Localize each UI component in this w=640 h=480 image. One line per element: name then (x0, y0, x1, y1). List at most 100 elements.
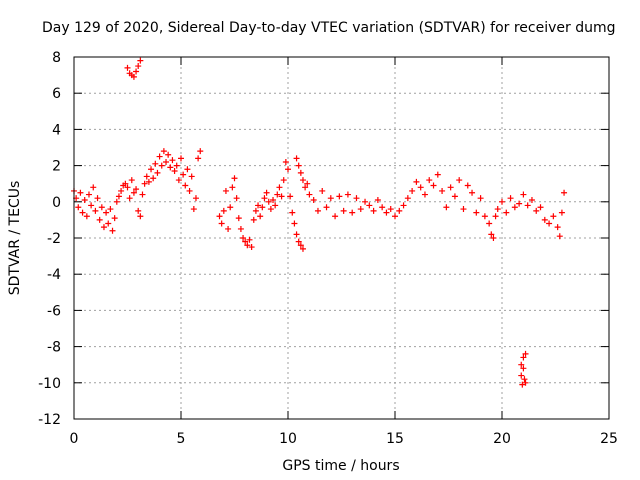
data-point (396, 207, 403, 214)
data-point (299, 177, 306, 184)
data-point (278, 193, 285, 200)
data-point (182, 182, 189, 189)
data-point (306, 191, 313, 198)
data-point (150, 175, 157, 182)
data-point (297, 169, 304, 176)
data-point (336, 193, 343, 200)
data-point (460, 206, 467, 213)
data-point (499, 198, 505, 205)
data-point (490, 235, 497, 241)
data-point (111, 215, 118, 222)
data-point (522, 350, 529, 357)
data-point (154, 169, 161, 176)
data-point (379, 204, 386, 211)
data-point (115, 193, 122, 200)
y-tick-label: -2 (47, 231, 61, 247)
data-point (541, 216, 548, 223)
data-point (392, 213, 398, 220)
data-point (261, 195, 268, 202)
data-point (259, 204, 266, 211)
data-point (124, 64, 131, 71)
data-point (353, 195, 360, 202)
data-point (503, 209, 510, 216)
y-tick-label: -4 (47, 267, 61, 283)
data-point (323, 204, 330, 211)
data-point (362, 198, 369, 205)
x-tick-label: 25 (600, 431, 618, 447)
y-tick-label: -8 (47, 340, 61, 356)
data-point (218, 220, 225, 227)
data-point (451, 193, 458, 200)
data-point (519, 381, 526, 388)
data-point (295, 238, 302, 245)
data-point (439, 187, 446, 194)
data-point (302, 184, 309, 191)
data-point (522, 379, 529, 386)
data-point (188, 173, 195, 180)
data-point (447, 184, 454, 191)
data-point (233, 195, 240, 202)
data-point (133, 68, 140, 75)
x-tick-label: 10 (279, 431, 297, 447)
data-point (518, 361, 525, 368)
data-point (190, 206, 197, 213)
data-point (130, 73, 137, 80)
data-point (96, 216, 103, 223)
data-point (252, 207, 259, 214)
data-point (257, 213, 264, 220)
y-tick-label: 6 (52, 86, 61, 102)
data-point (126, 195, 133, 202)
data-point (160, 148, 167, 155)
data-point (400, 202, 407, 209)
y-tick-label: -6 (47, 303, 61, 319)
data-point (263, 189, 270, 196)
data-point (473, 209, 480, 216)
data-point (165, 151, 172, 158)
data-point (507, 195, 514, 202)
chart-title: Day 129 of 2020, Sidereal Day-to-day VTE… (42, 20, 616, 36)
data-point (94, 195, 101, 202)
data-point (197, 148, 204, 155)
data-point (173, 162, 180, 169)
data-point (520, 191, 527, 198)
data-point (244, 242, 251, 249)
data-point (152, 160, 159, 167)
data-point (113, 198, 120, 205)
data-point (137, 57, 144, 64)
data-point (291, 220, 298, 227)
data-point (171, 168, 178, 175)
data-point (272, 202, 279, 209)
data-point (135, 63, 142, 70)
data-point (349, 209, 356, 216)
data-point (186, 187, 193, 194)
x-tick-label: 5 (177, 431, 186, 447)
data-point (366, 202, 373, 209)
x-tick-labels: 0 5 10 15 20 25 (70, 431, 618, 447)
data-point (310, 196, 317, 203)
data-point (227, 204, 234, 211)
data-point (103, 209, 110, 216)
data-point (340, 207, 347, 214)
y-tick-label: 0 (52, 195, 61, 211)
data-point (100, 224, 107, 231)
data-point (327, 195, 334, 202)
data-point (192, 195, 199, 202)
data-point (319, 187, 326, 194)
data-point (520, 354, 527, 361)
data-point (88, 202, 95, 209)
y-tick-label: 8 (52, 50, 61, 66)
data-point (477, 195, 484, 202)
data-point (413, 178, 420, 185)
y-tick-label: 4 (52, 122, 61, 138)
data-point (79, 209, 86, 216)
data-point (421, 191, 428, 198)
data-point (430, 182, 437, 189)
data-point (195, 155, 202, 162)
data-point (216, 213, 223, 220)
data-point (443, 204, 450, 211)
data-point (81, 196, 88, 203)
data-point (178, 155, 184, 162)
data-point (158, 162, 165, 169)
data-point (357, 206, 364, 213)
data-point (92, 207, 99, 214)
